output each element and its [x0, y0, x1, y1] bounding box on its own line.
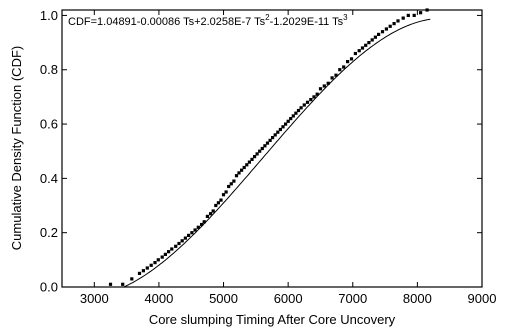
data-point — [164, 253, 167, 256]
data-point — [138, 272, 141, 275]
data-point — [153, 261, 156, 264]
data-point — [174, 245, 177, 248]
data-point — [419, 11, 422, 14]
data-point — [309, 98, 312, 101]
data-point — [161, 256, 164, 259]
data-point — [181, 239, 184, 242]
data-point — [190, 231, 193, 234]
data-point — [342, 65, 345, 68]
data-point — [206, 215, 209, 218]
data-point — [250, 158, 253, 161]
data-point — [358, 49, 361, 52]
data-point — [177, 242, 180, 245]
data-point — [354, 52, 357, 55]
data-point — [146, 266, 149, 269]
data-point — [327, 82, 330, 85]
y-tick-label: 0.6 — [40, 117, 58, 132]
y-axis-title: Cumulative Density Function (CDF) — [9, 46, 24, 250]
data-point — [319, 87, 322, 90]
data-point — [306, 101, 309, 104]
data-point — [331, 76, 334, 79]
data-point — [157, 258, 160, 261]
data-point — [225, 190, 228, 193]
data-point — [381, 30, 384, 33]
data-point — [402, 17, 405, 20]
data-point — [194, 228, 197, 231]
fitted-curve — [123, 19, 430, 287]
data-point — [303, 103, 306, 106]
x-axis-ticks: 3000 4000 5000 6000 7000 8000 9000 — [80, 10, 497, 306]
x-tick-label: 3000 — [80, 291, 109, 306]
data-point — [187, 234, 190, 237]
x-tick-label: 8000 — [403, 291, 432, 306]
data-point — [269, 139, 272, 142]
data-point — [346, 60, 349, 63]
data-point — [170, 247, 173, 250]
data-point — [150, 264, 153, 267]
y-tick-label: 0.2 — [40, 225, 58, 240]
data-point — [284, 123, 287, 126]
data-point — [121, 283, 124, 286]
x-tick-label: 6000 — [274, 291, 303, 306]
y-tick-label: 0.4 — [40, 171, 58, 186]
x-tick-label: 9000 — [468, 291, 497, 306]
data-point — [364, 44, 367, 47]
data-point — [377, 33, 380, 36]
data-point — [232, 180, 235, 183]
data-point — [219, 199, 222, 202]
data-point — [316, 93, 319, 96]
data-point — [338, 68, 341, 71]
data-point — [184, 237, 187, 240]
y-tick-label: 0.0 — [40, 280, 58, 295]
data-point — [361, 46, 364, 49]
data-point — [385, 27, 388, 30]
data-point — [130, 277, 133, 280]
plot-frame — [62, 10, 482, 287]
data-point — [142, 269, 145, 272]
data-point — [413, 14, 416, 17]
data-point — [300, 106, 303, 109]
data-point — [235, 174, 238, 177]
data-point — [167, 250, 170, 253]
data-point — [350, 57, 353, 60]
data-point — [109, 283, 112, 286]
data-point — [407, 14, 410, 17]
equation-exponent-2: 3 — [343, 13, 348, 22]
data-point — [389, 25, 392, 28]
data-point — [396, 19, 399, 22]
data-point — [393, 22, 396, 25]
data-point — [374, 36, 377, 39]
x-tick-label: 7000 — [338, 291, 367, 306]
fit-equation: CDF=1.04891-0.00086 Ts+2.0258E-7 Ts2-1.2… — [68, 13, 348, 28]
data-point — [203, 220, 206, 223]
equation-part-2: -1.2029E-11 Ts — [270, 16, 344, 28]
data-point — [367, 41, 370, 44]
y-tick-label: 0.8 — [40, 62, 58, 77]
x-tick-label: 4000 — [144, 291, 173, 306]
data-point — [212, 209, 215, 212]
data-points — [109, 8, 429, 286]
x-tick-label: 5000 — [209, 291, 238, 306]
data-point — [371, 38, 374, 41]
equation-part-1: CDF=1.04891-0.00086 Ts+2.0258E-7 Ts — [68, 16, 266, 28]
y-tick-label: 1.0 — [40, 8, 58, 23]
data-point — [334, 74, 337, 77]
data-point — [312, 95, 315, 98]
x-axis-title: Core slumping Timing After Core Uncovery — [149, 312, 396, 327]
data-point — [426, 8, 429, 11]
data-point — [323, 84, 326, 87]
data-point — [197, 226, 200, 229]
